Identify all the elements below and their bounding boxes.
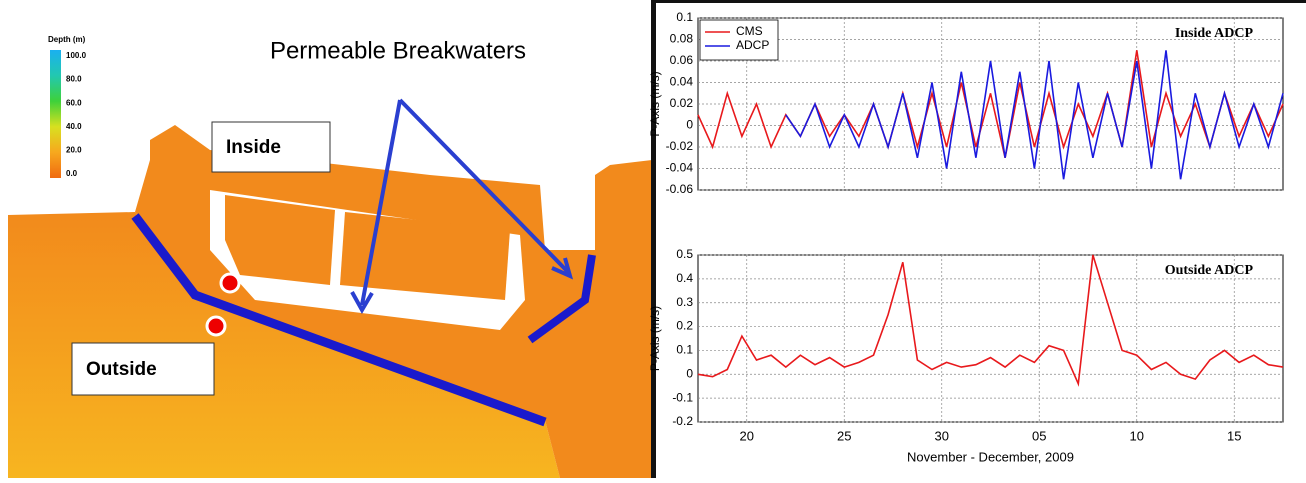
y-tick-label: 0.3 [676,295,693,309]
legend-label: ADCP [736,38,769,52]
legend-label: 0.0 [66,169,78,178]
y-tick-label: -0.1 [672,390,693,404]
top-border [656,0,1306,3]
x-tick-label: 20 [740,428,754,443]
y-tick-label: 0.06 [670,53,694,67]
map-title: Permeable Breakwaters [270,37,526,64]
y-tick-label: 0.04 [670,75,694,89]
legend-title: Depth (m) [48,35,86,44]
legend-labels: 100.0 80.0 60.0 40.0 20.0 0.0 [66,51,87,178]
x-tick-label: 30 [935,428,949,443]
breakwater [131,213,547,427]
y-tick-label: 0.1 [676,10,693,24]
adcp-marker [205,315,227,337]
x-axis-label: November - December, 2009 [907,449,1074,464]
y-tick-label: -0.04 [666,161,694,175]
x-tick-label: 25 [837,428,851,443]
legend-label: 80.0 [66,75,82,84]
legend-label: CMS [736,24,763,38]
map-panel: Permeable Breakwaters Inside Outside Dep… [0,0,652,478]
y-tick-label: 0.08 [670,32,694,46]
annotation: Outside ADCP [1165,263,1254,278]
label-box [71,342,215,396]
legend-label: 100.0 [66,51,87,60]
y-tick-label: 0 [686,118,693,132]
legend-box [699,19,779,61]
y-axis-label: P-Axis (m/s) [648,71,662,136]
y-tick-label: -0.2 [672,414,693,428]
inside-label: Inside [226,137,281,158]
plot-area [697,254,1284,423]
data-line [697,254,1284,387]
y-tick-label: 0.1 [676,343,693,357]
arrows [350,98,574,315]
y-tick-label: 0.4 [676,271,693,285]
outside-label: Outside [86,359,157,380]
adcp-marker [219,272,241,294]
charts: -0.06 -0.04 -0.02 0 0.02 0.04 0.06 0.08 0.1 Insid… [648,10,1284,464]
pier [225,195,335,285]
y-tick-label: 0.02 [670,96,694,110]
y-tick-label: 0.5 [676,247,693,261]
breakwater [527,254,596,344]
annotation: Inside ADCP [1175,26,1254,41]
legend-label: 40.0 [66,122,82,131]
label-box [211,121,331,173]
pier [340,212,510,300]
legend-label: 60.0 [66,98,82,107]
legend-label: 20.0 [66,146,82,155]
y-tick-label: -0.02 [666,139,694,153]
y-tick-label: 0.2 [676,319,693,333]
x-tick-label: 15 [1227,428,1241,443]
x-tick-label: 05 [1032,428,1046,443]
y-tick-label: 0 [686,366,693,380]
divider [651,0,656,478]
color-bar [50,50,61,178]
y-axis-label: P-Axis (m/s) [648,306,662,371]
data-line [785,50,1284,180]
sea [8,212,560,478]
y-tick-label: -0.06 [666,182,694,196]
x-tick-label: 10 [1130,428,1144,443]
